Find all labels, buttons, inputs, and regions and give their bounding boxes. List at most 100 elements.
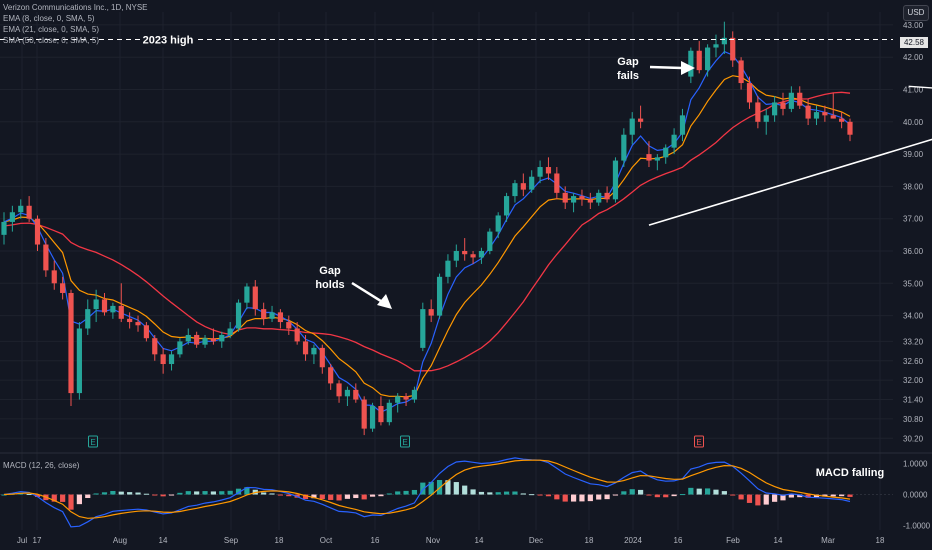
macd-histogram-bar bbox=[110, 490, 116, 495]
macd-histogram-bar bbox=[344, 494, 351, 499]
candle-body bbox=[487, 231, 493, 251]
candle-body bbox=[378, 406, 384, 423]
macd-histogram-bar bbox=[596, 494, 602, 500]
candle-body bbox=[755, 102, 761, 122]
time-tick-label: 14 bbox=[159, 536, 168, 545]
price-tick-label: 33.20 bbox=[903, 337, 924, 346]
gap-holds-arrow-shaft bbox=[351, 281, 385, 305]
earnings-marker-label: E bbox=[402, 438, 407, 447]
macd-histogram-bar bbox=[269, 493, 275, 495]
candle-body bbox=[445, 260, 451, 277]
macd-histogram-bar bbox=[135, 492, 141, 495]
candle-body bbox=[579, 196, 585, 200]
candle-body bbox=[411, 389, 418, 400]
price-tick-label: 40.00 bbox=[903, 118, 924, 127]
macd-histogram-bar bbox=[403, 490, 409, 495]
candle-body bbox=[453, 250, 459, 261]
candle-body bbox=[76, 328, 82, 394]
time-tick-label: Sep bbox=[224, 536, 239, 545]
candle-body bbox=[663, 147, 669, 158]
macd-histogram-bar bbox=[805, 494, 811, 498]
macd-histogram-bar bbox=[746, 494, 753, 503]
indicator-ema21[interactable]: EMA (21, close, 0, SMA, 5) bbox=[3, 25, 100, 34]
time-tick-label: 18 bbox=[876, 536, 885, 545]
macd-histogram-bar bbox=[286, 494, 292, 497]
candle-body bbox=[621, 134, 627, 161]
macd-tick-label: 0.0000 bbox=[903, 491, 928, 500]
macd-histogram-bar bbox=[637, 489, 644, 495]
candle-body bbox=[470, 254, 476, 258]
candle-body bbox=[512, 183, 518, 197]
price-tick-label: 38.00 bbox=[903, 182, 924, 191]
macd-histogram-bar bbox=[503, 491, 510, 495]
macd-histogram-bar bbox=[68, 494, 74, 510]
candle-body bbox=[43, 244, 49, 271]
candle-body bbox=[738, 60, 744, 84]
candle-body bbox=[177, 341, 183, 355]
candle-body bbox=[261, 309, 267, 319]
macd-histogram-bar bbox=[361, 494, 367, 500]
candle-body bbox=[839, 118, 845, 122]
sma50-line bbox=[3, 91, 851, 372]
macd-histogram-bar bbox=[152, 494, 158, 496]
macd-histogram-bar bbox=[495, 492, 501, 495]
candle-body bbox=[520, 183, 526, 190]
candle-body bbox=[805, 105, 811, 119]
candle-body bbox=[562, 192, 568, 203]
macd-legend[interactable]: MACD (12, 26, close) bbox=[3, 461, 80, 470]
candle-body bbox=[587, 199, 593, 203]
macd-histogram-bar bbox=[797, 494, 803, 498]
candle-body bbox=[252, 286, 258, 310]
candle-body bbox=[26, 205, 32, 219]
candle-body bbox=[713, 44, 719, 48]
price-tick-label: 41.00 bbox=[903, 86, 924, 95]
time-tick-label: 16 bbox=[674, 536, 683, 545]
macd-histogram-bar bbox=[227, 490, 233, 495]
candle-body bbox=[143, 325, 149, 339]
macd-histogram-bar bbox=[453, 482, 459, 495]
candle-body bbox=[495, 215, 501, 232]
macd-histogram-bar bbox=[244, 487, 250, 495]
macd-histogram-bar bbox=[788, 494, 794, 498]
candle-body bbox=[135, 322, 141, 326]
resistance-trendline bbox=[908, 85, 932, 89]
candle-body bbox=[604, 192, 610, 200]
time-tick-label: Feb bbox=[726, 536, 740, 545]
candle-body bbox=[596, 192, 602, 203]
candle-body bbox=[696, 50, 702, 71]
macd-histogram-bar bbox=[579, 494, 585, 502]
candle-body bbox=[34, 218, 41, 245]
price-tick-label: 39.00 bbox=[903, 150, 924, 159]
price-tick-label: 36.00 bbox=[903, 247, 924, 256]
candle-body bbox=[830, 115, 836, 119]
currency-button[interactable]: USD bbox=[903, 5, 929, 21]
macd-histogram-bar bbox=[663, 494, 669, 498]
candle-body bbox=[319, 347, 325, 368]
candle-body bbox=[537, 167, 543, 177]
indicator-ema8[interactable]: EMA (8, close, 0, SMA, 5) bbox=[3, 14, 95, 23]
indicator-sma50[interactable]: SMA (50, close, 0, SMA, 5) bbox=[3, 36, 100, 45]
gap-fails-label-2: fails bbox=[617, 70, 639, 82]
macd-histogram-bar bbox=[202, 491, 208, 495]
macd-histogram-bar bbox=[411, 489, 418, 495]
macd-histogram-bar bbox=[428, 481, 434, 495]
price-tick-label: 35.00 bbox=[903, 279, 924, 288]
candle-body bbox=[679, 115, 686, 135]
macd-histogram-bar bbox=[319, 494, 325, 500]
candle-body bbox=[629, 118, 635, 135]
macd-histogram-bar bbox=[210, 491, 217, 495]
macd-histogram-bar bbox=[847, 494, 853, 497]
candle-body bbox=[395, 396, 401, 403]
macd-histogram-bar bbox=[1, 494, 7, 496]
candle-body bbox=[302, 341, 309, 355]
candle-body bbox=[269, 312, 275, 319]
earnings-marker-label: E bbox=[696, 438, 701, 447]
time-tick-label: 14 bbox=[475, 536, 484, 545]
candle-body bbox=[570, 196, 577, 203]
candle-body bbox=[9, 212, 15, 222]
gap-fails-arrow-shaft bbox=[649, 65, 683, 70]
ema21-line bbox=[3, 75, 851, 398]
candle-body bbox=[386, 402, 392, 423]
